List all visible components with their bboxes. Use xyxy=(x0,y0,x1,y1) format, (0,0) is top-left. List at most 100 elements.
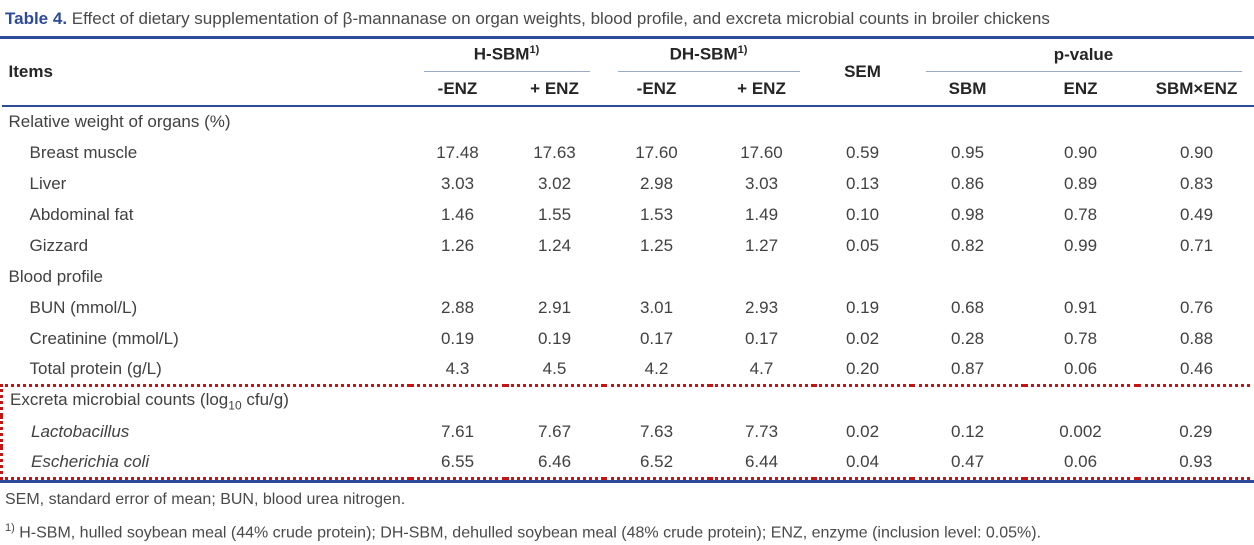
cell-value: 0.86 xyxy=(912,168,1024,199)
cell-value: 6.55 xyxy=(410,447,506,478)
cell-value: 4.7 xyxy=(710,354,814,385)
cell-value: 0.68 xyxy=(912,292,1024,323)
cell-value: 0.002 xyxy=(1024,416,1138,447)
cell-value: 0.17 xyxy=(710,323,814,354)
cell-value: 1.55 xyxy=(506,199,604,230)
column-header-sem: SEM xyxy=(814,39,912,106)
cell-value: 0.49 xyxy=(1138,199,1254,230)
table-caption-text: Effect of dietary supplementation of β-m… xyxy=(67,9,1050,28)
column-header-pvalue-sbm: SBM xyxy=(912,73,1024,106)
footnote-treatments-text: H-SBM, hulled soybean meal (44% crude pr… xyxy=(15,524,1041,541)
cell-value: 3.01 xyxy=(604,292,710,323)
cell-value: 0.76 xyxy=(1138,292,1254,323)
cell-value: 2.98 xyxy=(604,168,710,199)
column-group-pvalue-label: p-value xyxy=(926,45,1242,72)
section-header-row: Excreta microbial counts (log10 cfu/g) xyxy=(2,385,1254,416)
cell-value: 0.83 xyxy=(1138,168,1254,199)
cell-value: 4.5 xyxy=(506,354,604,385)
group-dhsbm-footnote-mark: 1) xyxy=(738,44,748,56)
cell-value: 0.10 xyxy=(814,199,912,230)
column-group-hsbm: H-SBM1) xyxy=(410,39,604,73)
cell-value: 7.61 xyxy=(410,416,506,447)
cell-value: 0.20 xyxy=(814,354,912,385)
cell-value: 6.44 xyxy=(710,447,814,478)
column-header-hsbm-plus-enz: + ENZ xyxy=(506,73,604,106)
column-group-dhsbm: DH-SBM1) xyxy=(604,39,814,73)
column-header-items: Items xyxy=(2,39,410,106)
cell-value: 2.91 xyxy=(506,292,604,323)
cell-value: 0.78 xyxy=(1024,323,1138,354)
cell-value: 2.93 xyxy=(710,292,814,323)
table-figure: Table 4. Effect of dietary supplementati… xyxy=(0,0,1254,524)
cell-value: 4.2 xyxy=(604,354,710,385)
cell-value: 0.02 xyxy=(814,323,912,354)
cell-value: 1.49 xyxy=(710,199,814,230)
section-title: Excreta microbial counts (log10 cfu/g) xyxy=(2,385,1254,416)
column-header-dhsbm-plus-enz: + ENZ xyxy=(710,73,814,106)
group-dhsbm-text: DH-SBM xyxy=(670,45,738,64)
cell-value: 0.04 xyxy=(814,447,912,478)
cell-value: 1.26 xyxy=(410,230,506,261)
section-title: Relative weight of organs (%) xyxy=(2,106,1254,137)
cell-value: 0.88 xyxy=(1138,323,1254,354)
footnotes: SEM, standard error of mean; BUN, blood … xyxy=(0,483,1254,545)
cell-value: 17.48 xyxy=(410,137,506,168)
row-label: Total protein (g/L) xyxy=(2,354,410,385)
cell-value: 3.03 xyxy=(410,168,506,199)
cell-value: 0.06 xyxy=(1024,447,1138,478)
cell-value: 0.98 xyxy=(912,199,1024,230)
cell-value: 0.05 xyxy=(814,230,912,261)
cell-value: 0.28 xyxy=(912,323,1024,354)
cell-value: 0.19 xyxy=(506,323,604,354)
row-label: Creatinine (mmol/L) xyxy=(2,323,410,354)
cell-value: 0.90 xyxy=(1138,137,1254,168)
cell-value: 0.19 xyxy=(814,292,912,323)
group-hsbm-text: H-SBM xyxy=(474,45,530,64)
table-caption-number: Table 4. xyxy=(5,9,67,28)
cell-value: 3.02 xyxy=(506,168,604,199)
row-label: Abdominal fat xyxy=(2,199,410,230)
cell-value: 1.53 xyxy=(604,199,710,230)
cell-value: 0.13 xyxy=(814,168,912,199)
section-header-row: Blood profile xyxy=(2,261,1254,292)
footnote-abbreviations: SEM, standard error of mean; BUN, blood … xyxy=(5,488,1248,512)
cell-value: 0.17 xyxy=(604,323,710,354)
table-body: Relative weight of organs (%)Breast musc… xyxy=(2,106,1254,478)
column-group-hsbm-label: H-SBM1) xyxy=(424,44,590,72)
cell-value: 4.3 xyxy=(410,354,506,385)
cell-value: 0.90 xyxy=(1024,137,1138,168)
cell-value: 0.12 xyxy=(912,416,1024,447)
header-row-groups: Items H-SBM1) DH-SBM1) SEM p-value xyxy=(2,39,1254,73)
row-label: BUN (mmol/L) xyxy=(2,292,410,323)
cell-value: 7.67 xyxy=(506,416,604,447)
cell-value: 17.63 xyxy=(506,137,604,168)
cell-value: 0.82 xyxy=(912,230,1024,261)
row-label: Lactobacillus xyxy=(2,416,410,447)
cell-value: 0.93 xyxy=(1138,447,1254,478)
column-header-dhsbm-minus-enz: -ENZ xyxy=(604,73,710,106)
cell-value: 0.71 xyxy=(1138,230,1254,261)
table-caption: Table 4. Effect of dietary supplementati… xyxy=(0,0,1254,36)
cell-value: 0.91 xyxy=(1024,292,1138,323)
cell-value: 0.59 xyxy=(814,137,912,168)
cell-value: 17.60 xyxy=(604,137,710,168)
cell-value: 0.19 xyxy=(410,323,506,354)
column-header-pvalue-sbmxenz: SBM×ENZ xyxy=(1138,73,1254,106)
cell-value: 1.25 xyxy=(604,230,710,261)
data-table: Items H-SBM1) DH-SBM1) SEM p-value -ENZ … xyxy=(0,39,1254,480)
cell-value: 0.47 xyxy=(912,447,1024,478)
cell-value: 0.99 xyxy=(1024,230,1138,261)
cell-value: 7.73 xyxy=(710,416,814,447)
footnote-treatments-mark: 1) xyxy=(5,522,15,534)
column-header-pvalue-enz: ENZ xyxy=(1024,73,1138,106)
column-header-hsbm-minus-enz: -ENZ xyxy=(410,73,506,106)
table-header: Items H-SBM1) DH-SBM1) SEM p-value -ENZ … xyxy=(2,39,1254,106)
